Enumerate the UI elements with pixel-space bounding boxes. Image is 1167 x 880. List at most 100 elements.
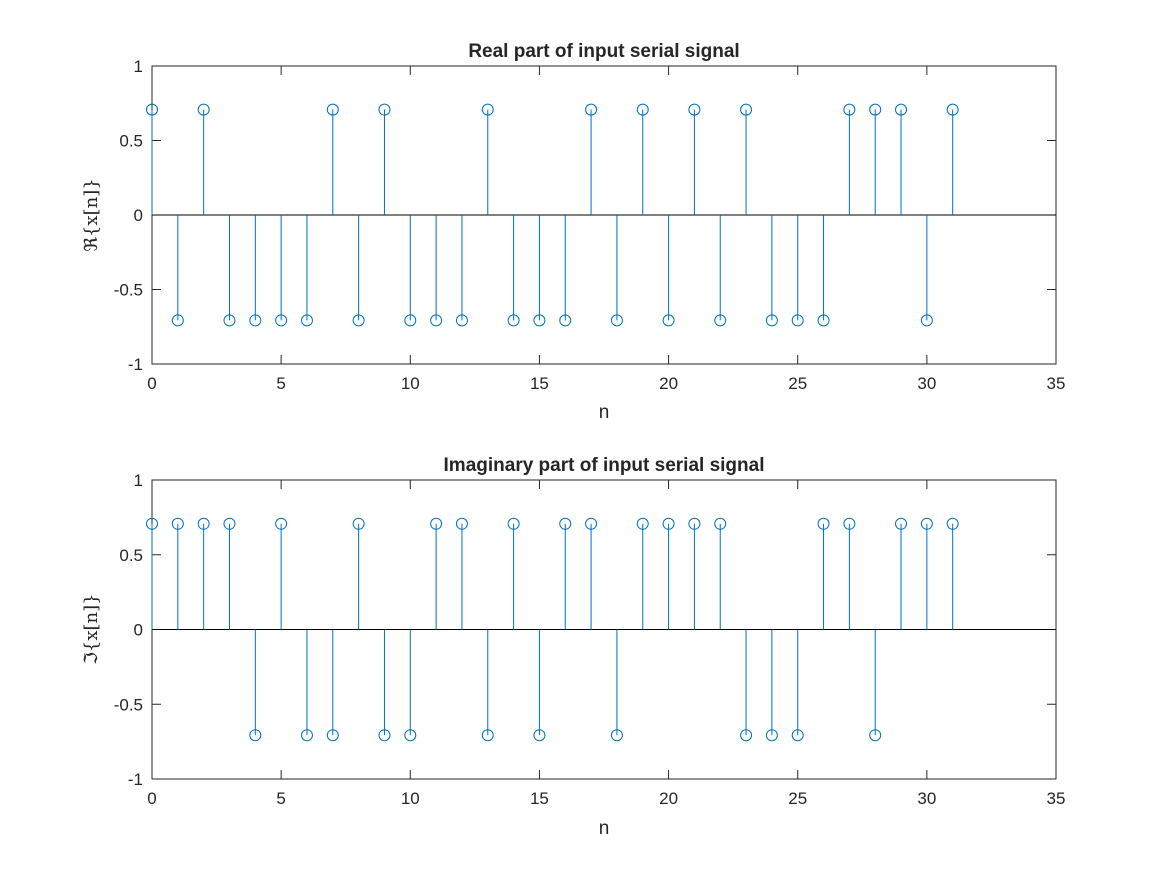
stem-marker bbox=[765, 729, 778, 742]
stem-marker bbox=[714, 314, 727, 327]
y-tick-label: 0.5 bbox=[119, 546, 143, 565]
stems-real bbox=[146, 103, 959, 327]
stem-marker bbox=[404, 314, 417, 327]
x-axis-label-imag: n bbox=[599, 818, 610, 839]
x-tick-label: 0 bbox=[147, 789, 156, 808]
y-tick-label: 0 bbox=[134, 206, 143, 225]
x-axis-label-real: n bbox=[599, 402, 610, 423]
stem-marker bbox=[146, 517, 158, 530]
stem-marker bbox=[404, 729, 417, 742]
y-tick-label: -0.5 bbox=[114, 695, 143, 714]
y-tick-label: 1 bbox=[134, 57, 143, 76]
x-tick-label: 20 bbox=[659, 789, 678, 808]
x-tick-label: 10 bbox=[401, 374, 420, 393]
x-tick-label: 35 bbox=[1047, 374, 1066, 393]
y-tick-label: 0.5 bbox=[119, 132, 143, 151]
stem-marker bbox=[946, 517, 959, 530]
stem-marker bbox=[843, 103, 856, 116]
stem-marker bbox=[843, 517, 856, 530]
stem-marker bbox=[688, 517, 701, 530]
stem-marker bbox=[688, 103, 701, 116]
x-tick-label: 5 bbox=[276, 374, 285, 393]
stem-marker bbox=[171, 314, 184, 327]
x-tick-label: 25 bbox=[788, 374, 807, 393]
stem-marker bbox=[610, 729, 623, 742]
stem-marker bbox=[791, 729, 804, 742]
stem-marker bbox=[481, 729, 494, 742]
stem-marker bbox=[507, 314, 520, 327]
stem-marker bbox=[171, 517, 184, 530]
stem-marker bbox=[636, 103, 649, 116]
stem-marker bbox=[610, 314, 623, 327]
stem-marker bbox=[300, 729, 313, 742]
stem-marker bbox=[430, 517, 443, 530]
stems-imag bbox=[146, 517, 959, 742]
y-axis-label-imag: ℑ{x[n]} bbox=[81, 593, 102, 664]
stem-marker bbox=[430, 314, 443, 327]
x-tick-label: 0 bbox=[147, 374, 156, 393]
x-tick-label: 25 bbox=[788, 789, 807, 808]
x-tick-label: 20 bbox=[659, 374, 678, 393]
axis-ticks-imag: 0 5 10 15 20 25 30 35 -1 -0.5 0 0.5 1 bbox=[114, 471, 1066, 808]
stem-marker bbox=[197, 517, 210, 530]
x-tick-label: 30 bbox=[917, 374, 936, 393]
axis-ticks-real: 0 5 10 15 20 25 30 35 -1 -0.5 0 0.5 1 bbox=[114, 57, 1066, 393]
y-tick-label: -1 bbox=[128, 770, 143, 789]
stem-marker bbox=[223, 314, 236, 327]
stem-marker bbox=[533, 729, 546, 742]
x-tick-label: 30 bbox=[917, 789, 936, 808]
stem-marker bbox=[326, 729, 339, 742]
stem-marker bbox=[300, 314, 313, 327]
stem-marker bbox=[197, 103, 210, 116]
stem-marker bbox=[455, 314, 468, 327]
x-tick-label: 5 bbox=[276, 789, 285, 808]
stem-marker bbox=[559, 314, 572, 327]
stem-marker bbox=[275, 314, 288, 327]
stem-marker bbox=[895, 517, 908, 530]
y-tick-label: -1 bbox=[128, 355, 143, 374]
subplot-imag: Imaginary part of input serial signal ℑ{… bbox=[81, 455, 1065, 839]
stem-marker bbox=[585, 517, 598, 530]
stem-marker bbox=[920, 517, 933, 530]
stem-marker bbox=[765, 314, 778, 327]
stem-marker bbox=[636, 517, 649, 530]
stem-marker bbox=[662, 517, 675, 530]
stem-marker bbox=[559, 517, 572, 530]
x-tick-label: 15 bbox=[530, 374, 549, 393]
stem-marker bbox=[662, 314, 675, 327]
stem-marker bbox=[585, 103, 598, 116]
stem-marker bbox=[817, 517, 830, 530]
chart-title-imag: Imaginary part of input serial signal bbox=[444, 455, 765, 476]
stem-marker bbox=[791, 314, 804, 327]
stem-marker bbox=[740, 729, 753, 742]
stem-marker bbox=[378, 103, 391, 116]
stem-marker bbox=[481, 103, 494, 116]
stem-marker bbox=[946, 103, 959, 116]
stem-marker bbox=[920, 314, 933, 327]
y-tick-label: 1 bbox=[134, 471, 143, 490]
stem-marker bbox=[817, 314, 830, 327]
stem-marker bbox=[869, 729, 882, 742]
stem-marker bbox=[455, 517, 468, 530]
y-tick-label: 0 bbox=[134, 621, 143, 640]
y-tick-label: -0.5 bbox=[114, 281, 143, 300]
x-tick-label: 10 bbox=[401, 789, 420, 808]
y-axis-label-real: ℜ{x[n]} bbox=[81, 178, 102, 251]
chart-title-real: Real part of input serial signal bbox=[468, 41, 739, 62]
subplot-real: Real part of input serial signal ℜ{x[n]}… bbox=[81, 41, 1065, 423]
stem-marker bbox=[869, 103, 882, 116]
stem-marker bbox=[507, 517, 520, 530]
x-tick-label: 15 bbox=[530, 789, 549, 808]
stem-marker bbox=[326, 103, 339, 116]
stem-marker bbox=[275, 517, 288, 530]
stem-marker bbox=[146, 103, 158, 116]
stem-marker bbox=[249, 729, 262, 742]
stem-marker bbox=[352, 314, 365, 327]
stem-marker bbox=[714, 517, 727, 530]
stem-marker bbox=[533, 314, 546, 327]
stem-marker bbox=[895, 103, 908, 116]
stem-marker bbox=[352, 517, 365, 530]
stem-marker bbox=[740, 103, 753, 116]
x-tick-label: 35 bbox=[1047, 789, 1066, 808]
